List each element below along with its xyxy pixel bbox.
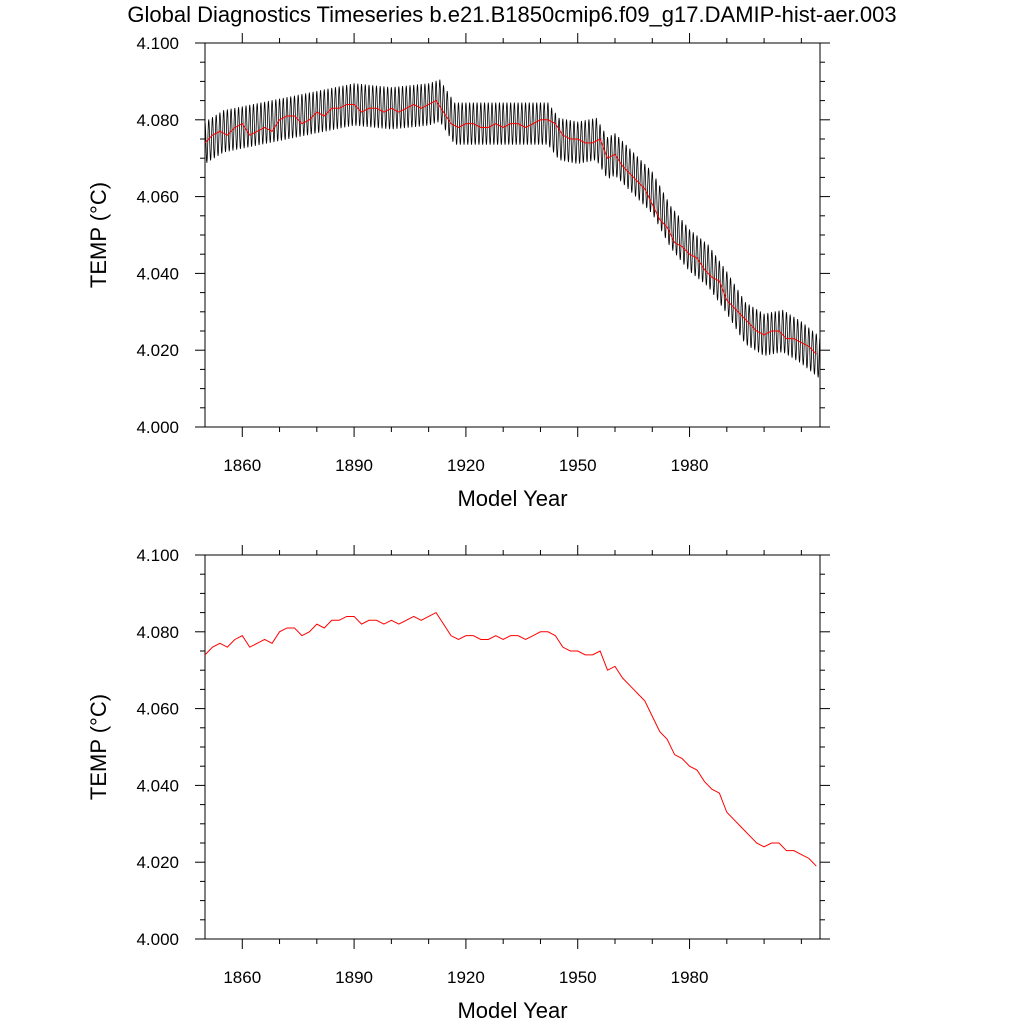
x-tick-label: 1920 [447, 456, 485, 475]
y-tick-label: 4.100 [136, 546, 179, 565]
y-tick-label: 4.060 [136, 188, 179, 207]
x-tick-label: 1980 [671, 968, 709, 987]
y-tick-label: 4.060 [136, 700, 179, 719]
x-tick-label: 1890 [335, 456, 373, 475]
x-tick-label: 1860 [223, 456, 261, 475]
x-tick-label: 1920 [447, 968, 485, 987]
y-tick-label: 4.100 [136, 34, 179, 53]
x-tick-label: 1950 [559, 456, 597, 475]
panel-2: 4.000 4.020 4.040 4.060 4.080 4.100 1860 1890 19… [86, 545, 830, 1023]
y-tick-label: 4.040 [136, 264, 179, 283]
y-tick-label: 4.080 [136, 623, 179, 642]
y-tick-label: 4.000 [136, 418, 179, 437]
x-tick-label: 1890 [335, 968, 373, 987]
panel-1: 4.000 4.020 4.040 4.060 4.080 4.100 1860 1890 19… [86, 33, 830, 511]
y-axis-label: TEMP (°C) [86, 182, 111, 288]
x-tick-label: 1980 [671, 456, 709, 475]
chart-title: Global Diagnostics Timeseries b.e21.B185… [127, 2, 897, 27]
x-axis-label: Model Year [457, 486, 567, 511]
annual-mean-series-line [205, 99, 817, 355]
x-axis-label: Model Year [457, 998, 567, 1023]
y-axis-label: TEMP (°C) [86, 694, 111, 800]
y-tick-label: 4.080 [136, 111, 179, 130]
x-tick-label: 1950 [559, 968, 597, 987]
y-tick-label: 4.040 [136, 776, 179, 795]
plot-frame [204, 42, 821, 428]
plot-frame [204, 554, 821, 940]
y-tick-label: 4.020 [136, 853, 179, 872]
monthly-series-line [205, 79, 820, 378]
y-tick-label: 4.020 [136, 341, 179, 360]
annual-mean-series-line [205, 611, 817, 867]
x-tick-label: 1860 [223, 968, 261, 987]
y-tick-label: 4.000 [136, 930, 179, 949]
